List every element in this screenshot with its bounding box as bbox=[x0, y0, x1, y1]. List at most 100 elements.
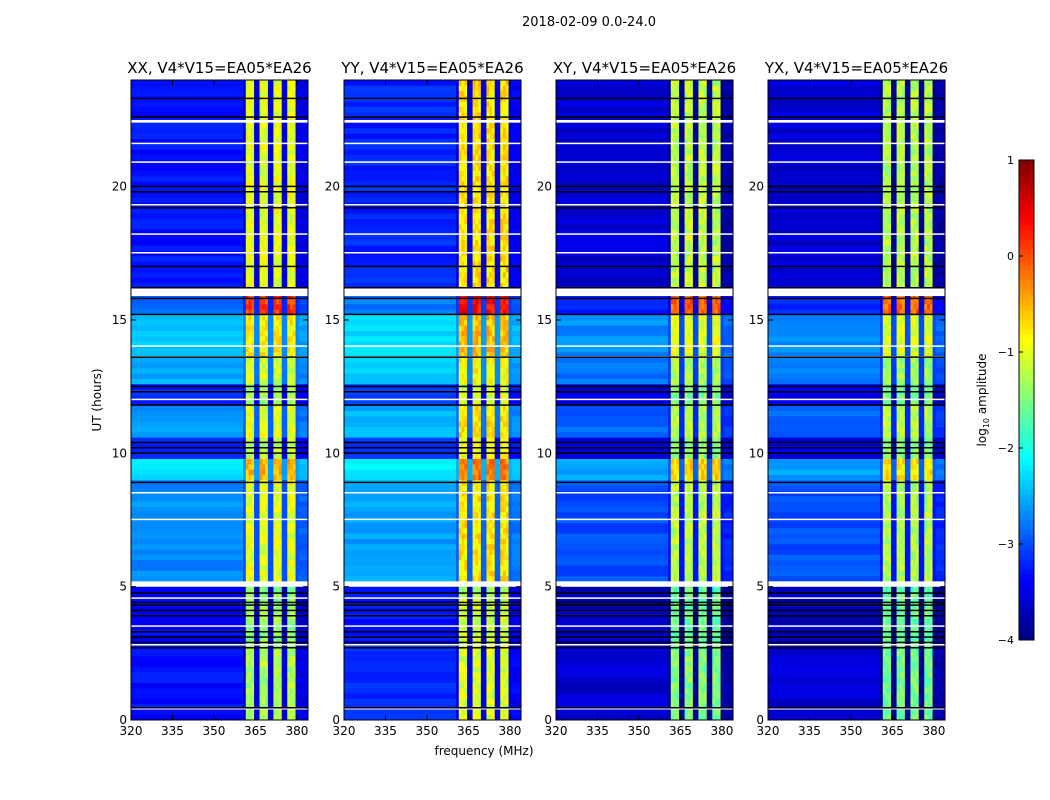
heatmap-cell bbox=[290, 218, 294, 225]
heatmap-cell bbox=[295, 138, 299, 145]
heatmap-cell bbox=[292, 224, 296, 230]
heatmap-cell bbox=[278, 666, 283, 673]
heatmap-cell bbox=[287, 416, 291, 422]
heatmap-cell bbox=[281, 186, 285, 193]
heatmap-cell bbox=[497, 186, 501, 193]
heatmap-cell bbox=[278, 197, 283, 203]
heatmap-cell bbox=[290, 240, 294, 246]
heatmap-cell bbox=[464, 298, 468, 305]
heatmap-cell bbox=[296, 298, 308, 305]
heatmap-cell bbox=[456, 682, 460, 689]
heatmap-cell bbox=[480, 154, 484, 161]
heatmap-cell bbox=[509, 325, 521, 331]
heatmap-cell bbox=[489, 682, 493, 689]
heatmap-cell bbox=[295, 304, 299, 310]
heatmap-cell bbox=[505, 661, 509, 667]
heatmap-cell bbox=[267, 224, 271, 230]
heatmap-cell bbox=[295, 176, 299, 182]
heatmap-cell bbox=[344, 394, 457, 401]
heatmap-cell bbox=[248, 672, 252, 678]
heatmap-cell bbox=[472, 698, 476, 705]
heatmap-cell bbox=[505, 618, 509, 625]
heatmap-cell bbox=[458, 698, 462, 705]
heatmap-cell bbox=[267, 368, 271, 374]
heatmap-cell bbox=[292, 320, 296, 326]
heatmap-cell bbox=[265, 261, 269, 267]
heatmap-cell bbox=[489, 186, 493, 193]
heatmap-cell bbox=[472, 416, 476, 422]
heatmap-cell bbox=[265, 672, 269, 678]
heatmap-cell bbox=[273, 213, 277, 219]
heatmap-cell bbox=[295, 330, 299, 337]
heatmap-cell bbox=[267, 90, 271, 97]
heatmap-cell bbox=[243, 218, 247, 225]
heatmap-cell bbox=[483, 544, 487, 550]
heatmap-cell bbox=[278, 208, 283, 214]
heatmap-cell bbox=[262, 224, 266, 230]
heatmap-cell bbox=[281, 400, 285, 406]
heatmap-cell bbox=[251, 314, 255, 321]
heatmap-cell bbox=[265, 528, 269, 534]
heatmap-cell bbox=[456, 165, 460, 171]
heatmap-cell bbox=[259, 496, 263, 502]
heatmap-cell bbox=[296, 149, 308, 155]
gap-line bbox=[131, 265, 308, 268]
heatmap-cell bbox=[469, 208, 473, 214]
heatmap-cell bbox=[267, 469, 271, 475]
heatmap-cell bbox=[267, 666, 271, 673]
heatmap-cell bbox=[486, 325, 490, 331]
heatmap-cell bbox=[292, 128, 296, 134]
heatmap-cell bbox=[281, 170, 285, 177]
heatmap-cell bbox=[467, 656, 471, 662]
heatmap-cell bbox=[262, 565, 266, 571]
heatmap-cell bbox=[281, 458, 285, 465]
heatmap-cell bbox=[296, 661, 308, 667]
heatmap-cell bbox=[509, 501, 521, 507]
heatmap-cell bbox=[243, 240, 247, 246]
heatmap-cell bbox=[505, 474, 509, 481]
heatmap-cell bbox=[243, 437, 247, 443]
heatmap-cell bbox=[256, 362, 260, 369]
heatmap-cell bbox=[456, 261, 460, 267]
heatmap-cell bbox=[296, 704, 308, 710]
heatmap-cell bbox=[262, 149, 266, 155]
heatmap-cell bbox=[500, 304, 504, 310]
heatmap-cell bbox=[243, 709, 247, 715]
heatmap-cell bbox=[251, 597, 255, 603]
heatmap-cell bbox=[478, 560, 482, 566]
heatmap-cell bbox=[480, 400, 484, 406]
heatmap-cell bbox=[243, 416, 247, 422]
heatmap-cell bbox=[287, 325, 291, 331]
heatmap-cell bbox=[295, 144, 299, 150]
heatmap-cell bbox=[467, 501, 471, 507]
heatmap-cell bbox=[278, 549, 283, 555]
heatmap-cell bbox=[276, 368, 280, 374]
heatmap-cell bbox=[503, 378, 507, 385]
heatmap-cell bbox=[254, 597, 258, 603]
heatmap-cell bbox=[290, 426, 294, 433]
flagged-band bbox=[131, 518, 308, 521]
heatmap-cell bbox=[292, 245, 296, 251]
heatmap-cell bbox=[486, 528, 490, 534]
heatmap-cell bbox=[265, 704, 269, 710]
heatmap-cell bbox=[262, 293, 266, 299]
heatmap-cell bbox=[251, 325, 255, 331]
heatmap-cell bbox=[254, 346, 258, 353]
heatmap-cell bbox=[467, 688, 471, 694]
heatmap-cell bbox=[494, 677, 498, 683]
heatmap-cell bbox=[295, 469, 299, 475]
heatmap-cell bbox=[281, 213, 285, 219]
heatmap-cell bbox=[486, 586, 490, 593]
heatmap-cell bbox=[467, 458, 471, 465]
heatmap-cell bbox=[458, 362, 462, 369]
heatmap-cell bbox=[478, 330, 482, 337]
heatmap-cell bbox=[245, 394, 249, 401]
heatmap-cell bbox=[292, 704, 296, 710]
heatmap-cell bbox=[259, 101, 263, 107]
heatmap-cell bbox=[254, 464, 258, 470]
heatmap-cell bbox=[284, 234, 288, 241]
heatmap-cell bbox=[276, 421, 280, 427]
heatmap-cell bbox=[491, 437, 496, 443]
heatmap-cell bbox=[344, 421, 457, 427]
heatmap-cell bbox=[265, 320, 269, 326]
